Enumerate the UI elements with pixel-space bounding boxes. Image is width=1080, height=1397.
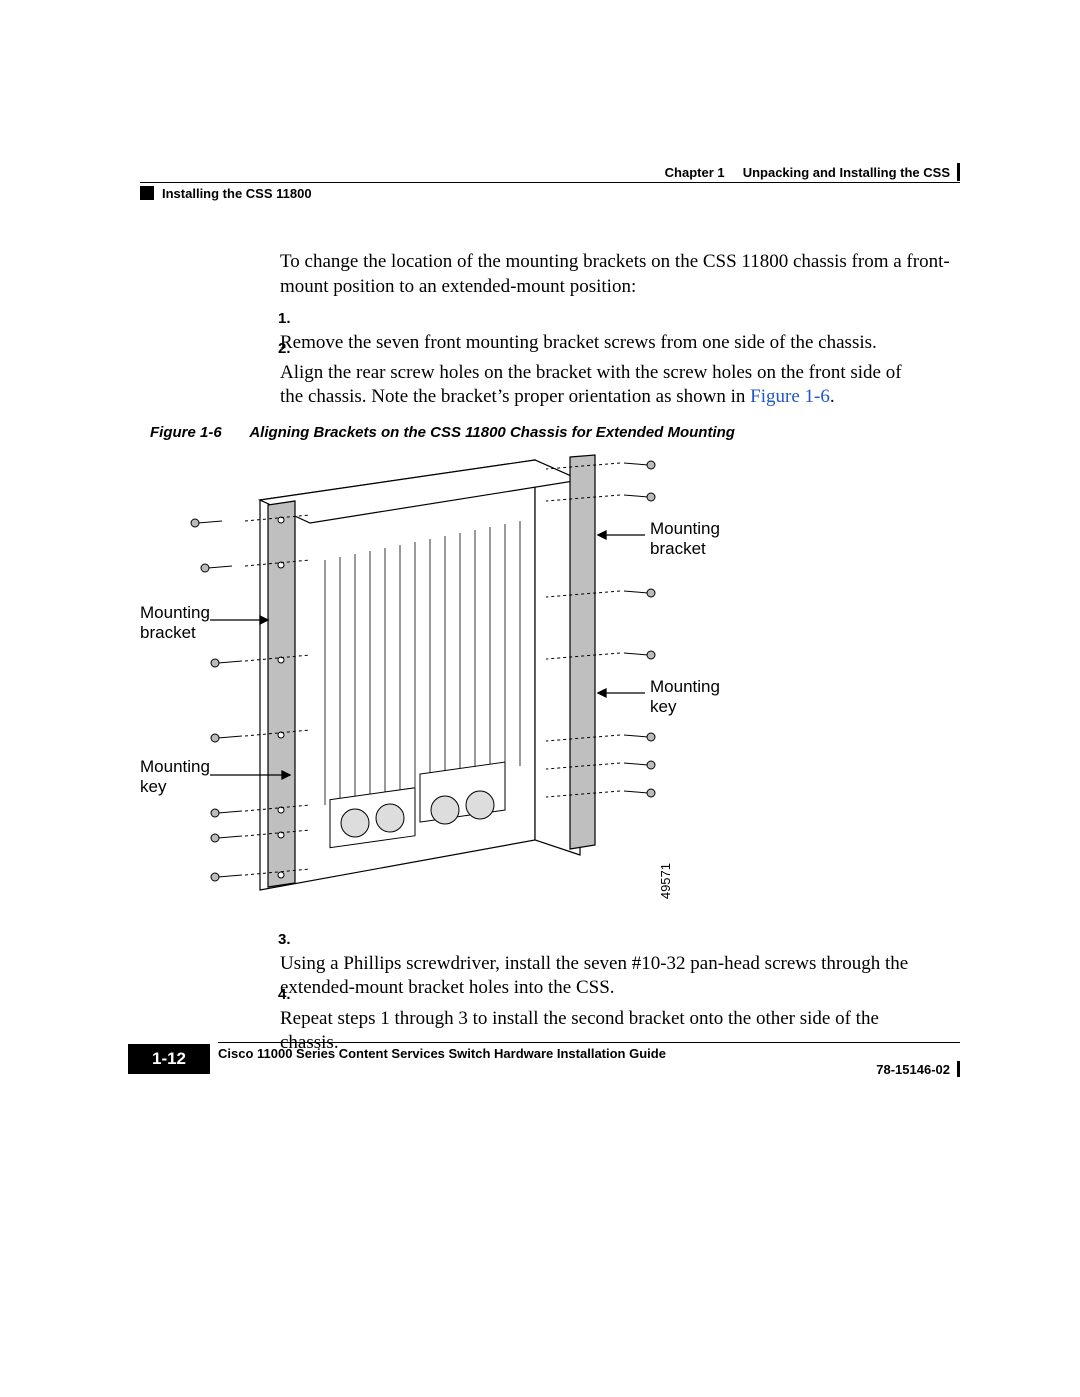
step-number: 3. (278, 927, 306, 950)
figure-xref-link[interactable]: Figure 1-6 (750, 386, 830, 407)
chapter-title: Unpacking and Installing the CSS (743, 165, 950, 180)
figure-image-id: 49571 (658, 863, 673, 899)
figure-diagram: Mounting bracket Mounting key Mounting b… (150, 445, 710, 905)
callout-right-key: Mounting key (650, 677, 720, 716)
footer-guide-title: Cisco 11000 Series Content Services Swit… (218, 1046, 666, 1061)
footer-doc-number: 78-15146-02 (876, 1062, 950, 1077)
figure-label: Figure 1-6 (150, 424, 222, 441)
footer-right-bar (957, 1061, 960, 1077)
footer-page-number: 1-12 (128, 1044, 210, 1074)
step-number: 4. (278, 982, 306, 1005)
figure-caption: Figure 1-6 Aligning Brackets on the CSS … (150, 424, 735, 441)
header-dot (140, 186, 154, 200)
callout-left-bracket: Mounting bracket (140, 603, 210, 642)
header-right-bar (957, 163, 960, 181)
step-2-text-b: . (830, 386, 835, 407)
footer-rule (218, 1042, 960, 1043)
step-4: 4. Repeat steps 1 through 3 to install t… (280, 982, 950, 1056)
document-page: Chapter 1 Unpacking and Installing the C… (0, 0, 1080, 1397)
step-text: Align the rear screw holes on the bracke… (280, 361, 920, 410)
callout-right-bracket: Mounting bracket (650, 519, 720, 558)
intro-paragraph: To change the location of the mounting b… (280, 250, 950, 299)
callout-left-key: Mounting key (140, 757, 210, 796)
step-number: 2. (278, 336, 306, 359)
header-section: Installing the CSS 11800 (162, 186, 312, 201)
header-rule (140, 182, 960, 183)
chassis-svg (150, 445, 710, 905)
step-number: 1. (278, 306, 306, 329)
step-2: 2. Align the rear screw holes on the bra… (280, 336, 950, 410)
chapter-label: Chapter 1 (665, 165, 725, 180)
figure-title: Aligning Brackets on the CSS 11800 Chass… (249, 424, 735, 441)
header-chapter: Chapter 1 Unpacking and Installing the C… (665, 165, 950, 180)
